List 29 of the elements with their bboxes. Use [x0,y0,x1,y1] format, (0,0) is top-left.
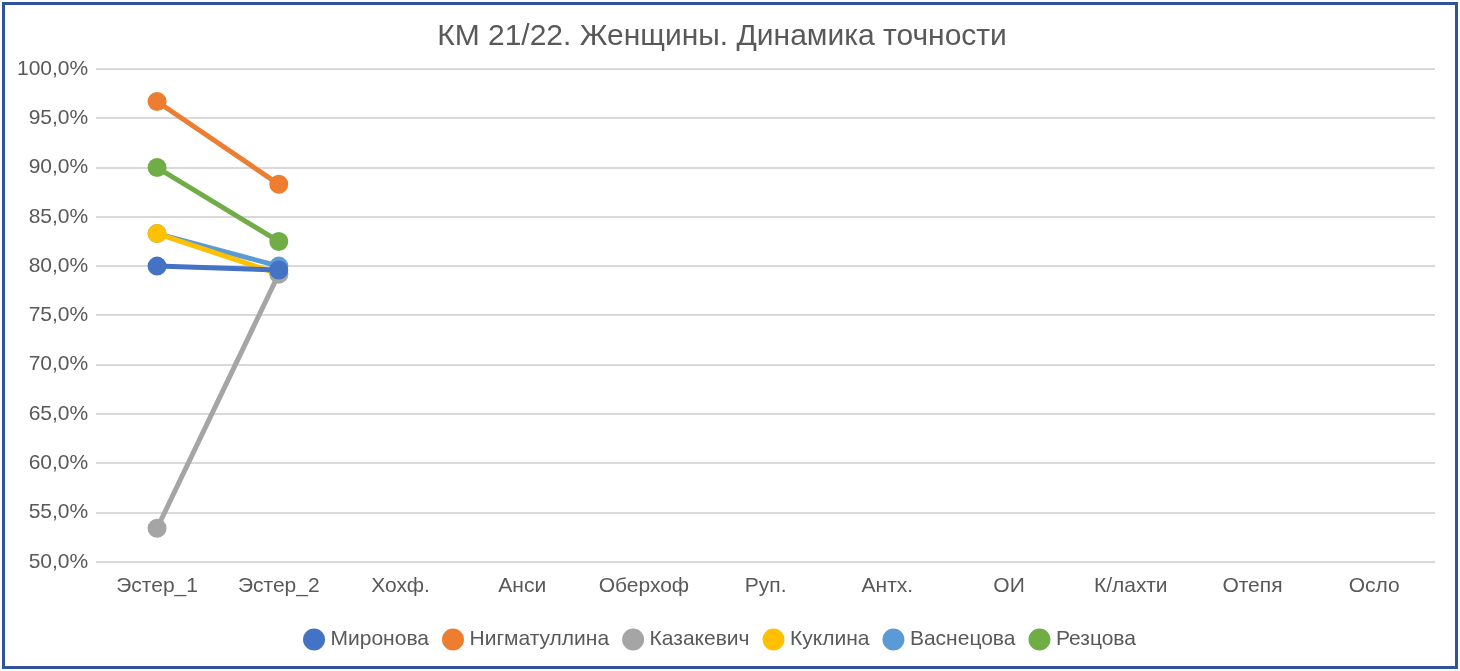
legend-label: Казакевич [649,626,750,650]
y-tick-label: 55,0% [28,499,89,523]
y-tick-label: 100,0% [16,55,89,79]
y-tick-label: 50,0% [28,548,89,572]
x-tick-label: Эстер_1 [116,573,198,598]
y-tick-label: 75,0% [28,302,89,326]
x-tick-label: Эстер_2 [237,573,320,598]
x-tick-label: ОИ [993,573,1025,597]
legend-label: Нигматуллина [469,626,610,650]
x-tick-label: К/лахти [1093,573,1168,597]
x-tick-label: Осло [1348,573,1400,597]
y-tick-label: 65,0% [28,400,89,424]
x-tick-label: Руп. [744,573,787,597]
x-tick-label: Анси [498,573,547,597]
x-tick-label: Отепя [1222,573,1283,597]
x-tick-label: Оберхоф [598,573,690,597]
y-tick-label: 90,0% [28,154,89,178]
chart-title: КМ 21/22. Женщины. Динамика точности [437,18,1007,52]
x-tick-label: Антх. [861,573,914,597]
legend-label: Васнецова [909,626,1016,650]
y-tick-label: 85,0% [28,203,89,227]
y-tick-label: 60,0% [28,450,89,474]
y-tick-label: 70,0% [28,351,89,375]
y-tick-label: 95,0% [28,105,89,129]
x-tick-label: Хохф. [371,573,430,597]
legend-label: Куклина [790,626,870,650]
legend-label: Резцова [1055,626,1137,650]
legend-label: Миронова [330,626,430,650]
y-tick-label: 80,0% [28,252,89,276]
